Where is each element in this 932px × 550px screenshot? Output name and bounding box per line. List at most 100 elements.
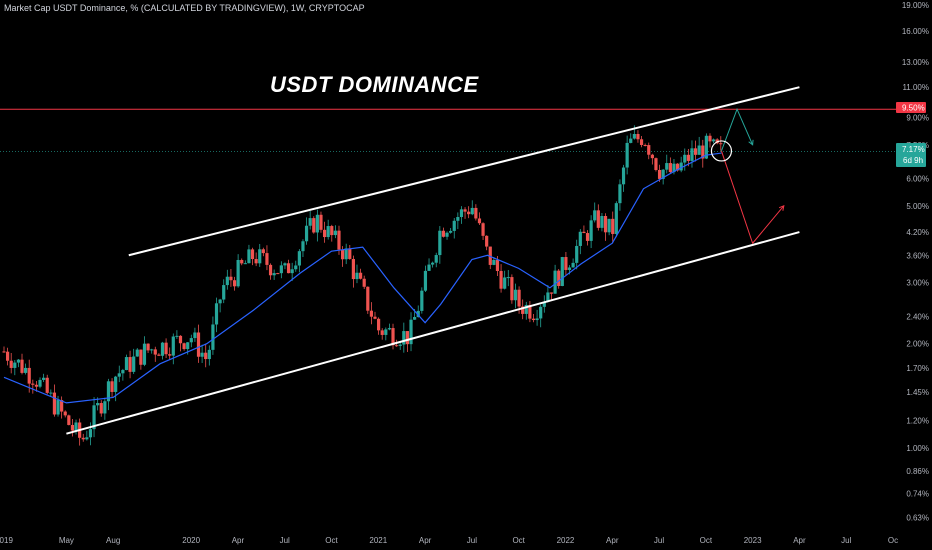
candle-body [344,248,348,260]
candle-body [294,265,298,270]
candle-body [434,255,438,263]
projection-up-path[interactable] [720,107,754,152]
candle-body [319,214,323,230]
candle-body [528,304,532,319]
y-tick-label: 4.20% [906,228,929,237]
candle-body [124,357,129,371]
candle-body [56,400,60,415]
candle-body [193,332,197,339]
candle-body [686,154,690,161]
candle-body [13,362,17,368]
candle-body [391,328,395,346]
candle-body [96,403,100,406]
candle-body [312,218,316,233]
candle-body [395,345,399,347]
candle-body [333,230,337,236]
candle-body [477,218,482,224]
candle-body [513,289,518,301]
candle-body [542,301,546,307]
candle-body [654,158,658,170]
x-tick-label: Apr [419,536,432,545]
candle-body [340,249,345,260]
candle-body [139,349,143,365]
candle-body [618,184,622,204]
candle-body [186,342,190,350]
candle-body [474,207,478,219]
candle-body [272,273,276,276]
candle-body [114,376,118,392]
candle-body [16,359,21,363]
candle-body [283,263,287,266]
candle-body [495,259,500,272]
highlight-circle[interactable] [710,140,733,162]
candle-body [304,225,309,242]
candle-body [315,214,319,233]
y-axis[interactable]: 19.00%16.00%13.00%11.00%9.00%7.50%6.00%5… [902,1,929,523]
candle-body [24,367,28,373]
candle-body [9,360,13,368]
x-tick-label: Jul [841,536,851,545]
current-price-badge [896,143,926,167]
candle-body [85,437,89,440]
channel-lower-line[interactable] [66,231,800,435]
y-tick-label: 16.00% [902,27,929,36]
y-tick-label: 11.00% [902,83,929,92]
chart-header: Market Cap USDT Dominance, % (CALCULATED… [4,3,365,13]
drawings-layer[interactable] [66,86,800,435]
candle-body [492,259,496,265]
candle-body [621,167,626,185]
x-tick-label: Jul [280,536,290,545]
candle-body [250,249,255,260]
candle-body [146,343,150,351]
candle-body [178,335,183,344]
candle-body [2,351,6,353]
candle-body [593,210,597,221]
candle-body [337,230,341,250]
y-tick-label: 19.00% [902,1,929,10]
candle-body [92,405,96,430]
candle-body [236,259,240,287]
candle-body [485,235,489,247]
candle-body [679,162,683,171]
channel-upper-line[interactable] [128,86,800,257]
candle-body [420,290,424,311]
candle-body [301,241,305,252]
resistance-badge [896,102,926,113]
projection-up-arrowhead [748,139,754,146]
candle-body [52,392,57,415]
candle-body [358,272,363,279]
x-tick-label: 2021 [369,536,387,545]
candle-body [175,335,179,337]
candle-body [708,135,712,142]
countdown-label: 6d 9h [903,156,923,165]
candle-body [254,259,258,264]
candle-body [348,248,352,259]
candle-body [639,139,644,145]
candle-body [488,246,492,265]
candle-body [600,216,604,228]
candle-body [38,379,42,387]
candle-body [204,352,208,360]
resistance-badge-label: 9.50% [902,104,925,113]
candle-body [596,210,600,228]
candle-body [553,270,557,294]
candle-body [647,145,651,155]
candle-body [380,330,384,335]
candle-body [524,304,528,314]
candle-body [142,343,147,365]
candle-body [571,262,575,268]
candle-body [456,217,460,221]
moving-average-line [3,152,722,404]
x-tick-label: 2019 [0,536,13,545]
candle-body [463,209,467,212]
x-tick-label: Oc [888,536,898,545]
projection-down-path[interactable] [720,150,785,245]
y-tick-label: 2.00% [906,340,929,349]
x-tick-label: Oct [700,536,713,545]
candle-body [719,143,723,145]
x-axis[interactable]: 2019 May Aug 2020 Apr Jul Oct 2021 Apr Jul Oct 2022… [0,536,898,545]
y-tick-label: 0.63% [906,514,929,523]
candle-body [171,336,175,356]
x-tick-label: Apr [232,536,245,545]
